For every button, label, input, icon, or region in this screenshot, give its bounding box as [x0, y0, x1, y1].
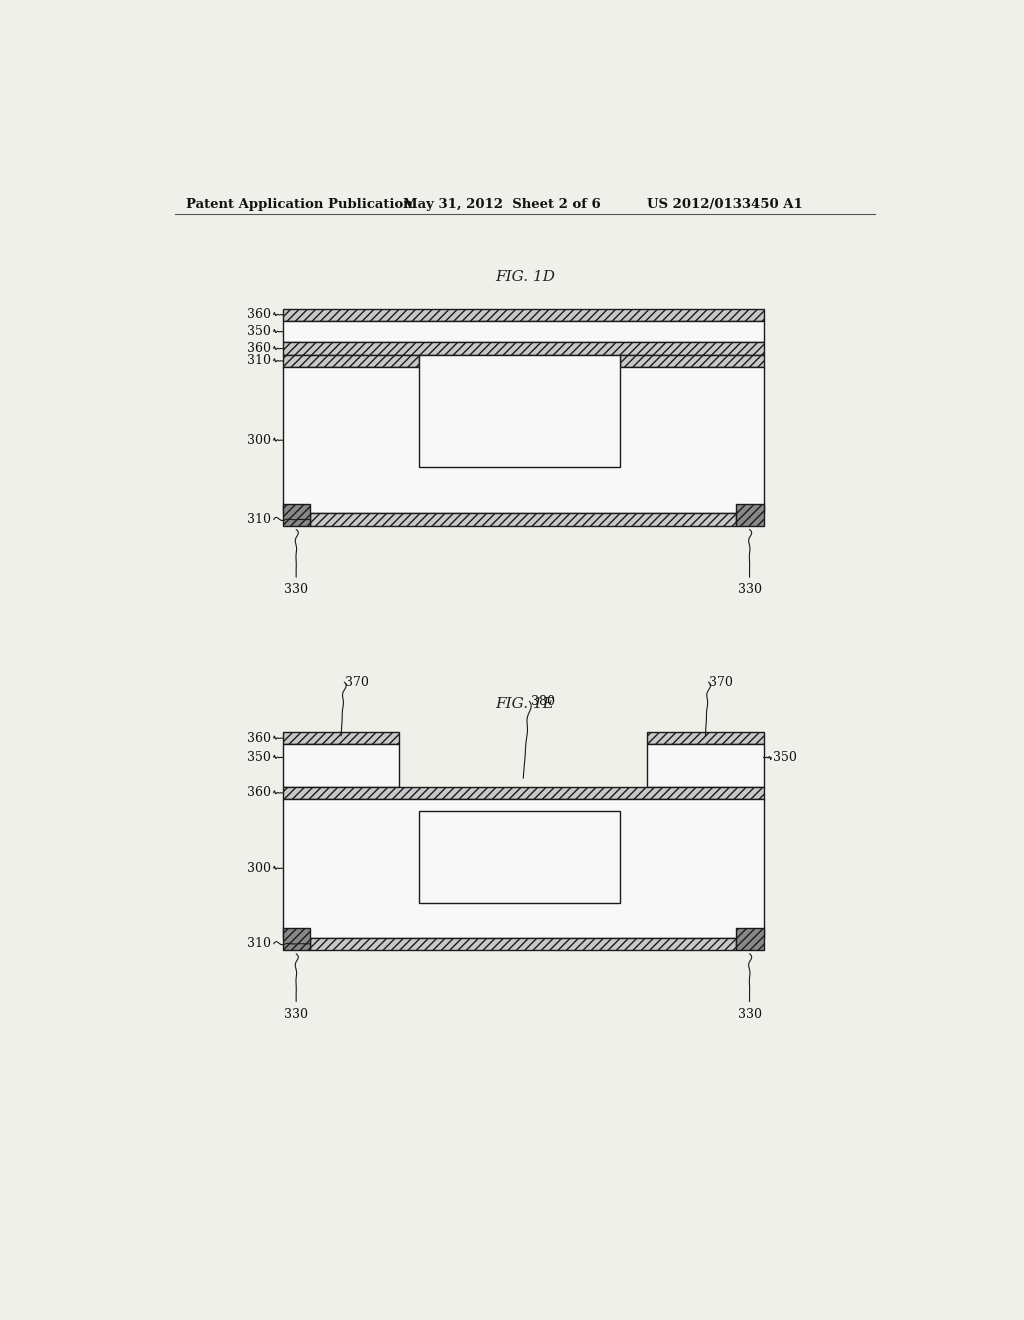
- Text: 360: 360: [248, 731, 271, 744]
- Bar: [283, 733, 399, 744]
- Text: FIG. 1D: FIG. 1D: [495, 271, 555, 284]
- Text: 310: 310: [248, 937, 271, 950]
- Bar: [283, 309, 764, 321]
- Text: 350: 350: [773, 751, 797, 764]
- Text: 330: 330: [285, 583, 308, 597]
- Text: 300: 300: [248, 862, 271, 875]
- Text: 360: 360: [248, 342, 271, 355]
- Text: 360: 360: [248, 787, 271, 800]
- Text: 370: 370: [710, 676, 733, 689]
- Bar: [419, 355, 621, 467]
- Bar: [310, 513, 736, 525]
- Text: 370: 370: [345, 676, 369, 689]
- Text: 330: 330: [285, 1007, 308, 1020]
- Bar: [310, 937, 736, 950]
- Bar: [419, 810, 621, 903]
- Bar: [283, 367, 764, 513]
- Bar: [283, 504, 310, 525]
- Text: 360: 360: [248, 308, 271, 321]
- Bar: [283, 744, 399, 787]
- Text: Patent Application Publication: Patent Application Publication: [186, 198, 413, 211]
- Bar: [283, 787, 764, 799]
- Bar: [647, 744, 764, 787]
- Bar: [283, 355, 419, 367]
- Bar: [736, 504, 764, 525]
- Text: May 31, 2012  Sheet 2 of 6: May 31, 2012 Sheet 2 of 6: [403, 198, 601, 211]
- Text: 350: 350: [248, 325, 271, 338]
- Text: 310: 310: [248, 354, 271, 367]
- Bar: [647, 733, 764, 744]
- Bar: [283, 342, 764, 355]
- Text: 310: 310: [248, 513, 271, 527]
- Text: 330: 330: [737, 583, 762, 597]
- Bar: [283, 928, 310, 950]
- Bar: [283, 321, 764, 342]
- Bar: [621, 355, 764, 367]
- Text: 300: 300: [248, 434, 271, 446]
- Text: 380: 380: [531, 694, 555, 708]
- Bar: [283, 799, 764, 937]
- Bar: [736, 928, 764, 950]
- Text: US 2012/0133450 A1: US 2012/0133450 A1: [647, 198, 803, 211]
- Text: 330: 330: [737, 1007, 762, 1020]
- Text: FIG. 1E: FIG. 1E: [496, 697, 554, 711]
- Text: 350: 350: [248, 751, 271, 764]
